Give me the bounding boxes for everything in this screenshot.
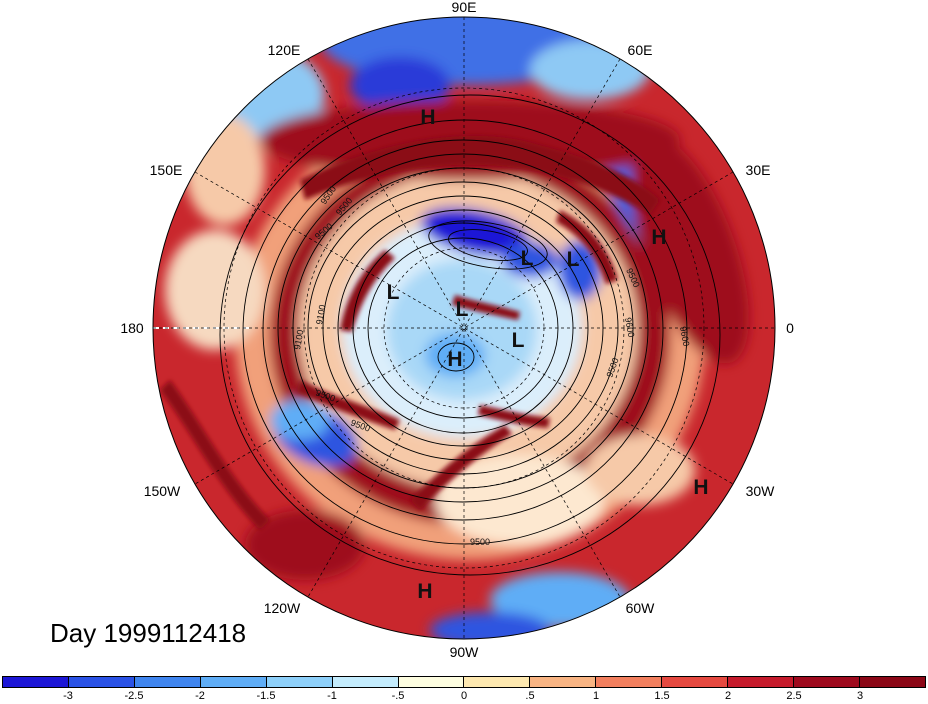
longitude-labels: 90E 60E 30E 0 30W 60W 90W 120W 150W 180 … <box>120 0 794 660</box>
lon-label-180: 180 <box>120 320 144 336</box>
colorbar-tick-label: -.5 <box>391 690 405 702</box>
colorbar-box <box>266 677 333 687</box>
colorbar-tick-label: -3 <box>63 690 73 702</box>
colorbar-tick-label: -2.5 <box>124 690 144 702</box>
colorbar-box <box>662 677 729 687</box>
lon-label-0: 0 <box>786 320 794 336</box>
colorbar-tick-label: 1.5 <box>654 690 670 702</box>
low-center-marker: L <box>567 248 580 271</box>
high-center-marker: H <box>417 580 432 603</box>
lon-label-120w: 120W <box>264 600 301 616</box>
high-center-marker: H <box>420 106 435 129</box>
lon-label-120e: 120E <box>268 42 301 58</box>
colorbar-box <box>134 677 201 687</box>
high-center-marker: H <box>651 226 666 249</box>
colorbar-box <box>332 677 399 687</box>
colorbar-tick-label: -1 <box>327 690 337 702</box>
low-center-marker: L <box>456 298 469 321</box>
contour-label: 9600 <box>678 326 691 347</box>
low-center-marker: L <box>521 247 534 270</box>
colorbar-box <box>530 677 597 687</box>
lon-label-60e: 60E <box>628 42 653 58</box>
colorbar-tick-label: 1 <box>592 690 600 702</box>
colorbar-labels: -3 -2.5 -2 -1.5 -1 -.5 0 .5 1 1.5 2 2.5 3 <box>0 690 928 704</box>
colorbar-box <box>596 677 663 687</box>
lon-label-30w: 30W <box>746 483 776 499</box>
lon-label-90e: 90E <box>452 0 477 15</box>
high-center-marker: H <box>447 348 462 371</box>
low-center-marker: L <box>512 329 525 352</box>
colorbar-tick-label: 3 <box>856 690 864 702</box>
colorbar-tick-label: 2 <box>724 690 732 702</box>
colorbar-box <box>200 677 267 687</box>
graticule <box>152 16 776 640</box>
colorbar-tick-label: -2 <box>195 690 205 702</box>
pressure-centers: H H H H H L L L L L <box>387 106 709 603</box>
colorbar-tick-label: 2.5 <box>786 690 802 702</box>
colorbar-box <box>68 677 135 687</box>
contour-label: 9100 <box>292 329 305 350</box>
colorbar-box <box>794 677 860 687</box>
contour-label: 9500 <box>470 537 490 547</box>
high-center-marker: H <box>693 476 708 499</box>
lon-label-90w: 90W <box>450 644 480 660</box>
colorbar-tick-label: -1.5 <box>256 690 276 702</box>
lon-label-150e: 150E <box>150 162 183 178</box>
lon-label-30e: 30E <box>746 162 771 178</box>
colorbar <box>2 676 926 688</box>
plot-title: Day 1999112418 <box>50 618 247 648</box>
colorbar-box <box>464 677 531 687</box>
colorbar-tick-label: 0 <box>460 690 468 702</box>
lon-label-60w: 60W <box>626 600 656 616</box>
field-smooth <box>165 17 749 639</box>
low-center-marker: L <box>387 281 400 304</box>
colorbar-box <box>859 677 925 687</box>
ridge-streaks <box>160 135 660 530</box>
colorbar-box <box>728 677 795 687</box>
colorbar-tick-label: .5 <box>525 690 535 702</box>
colorbar-box <box>398 677 465 687</box>
contour-label: 9600 <box>623 317 636 338</box>
anomaly-field <box>153 17 775 639</box>
contour-label: 9100 <box>314 304 327 325</box>
lon-label-150w: 150W <box>144 483 181 499</box>
colorbar-box <box>3 677 69 687</box>
